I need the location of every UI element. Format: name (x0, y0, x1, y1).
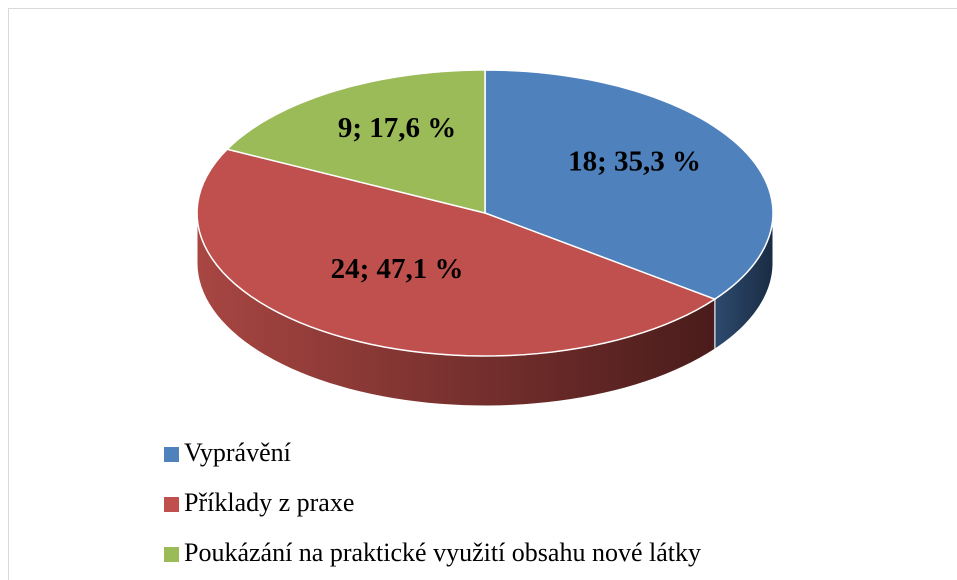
slice (225, 69, 486, 214)
chart-border (8, 8, 957, 580)
legend: Vyprávění Příklady z praxe Poukázání na pr… (164, 438, 701, 567)
slice (196, 148, 717, 357)
legend-label: Příklady z praxe (184, 488, 354, 517)
legend-label: Vyprávění (184, 438, 291, 467)
slice (484, 69, 774, 301)
data-label: 18; 35,3 % (568, 146, 701, 178)
pie: 18; 35,3 % 24; 47,1 % 9; 17,6 % (196, 69, 774, 407)
legend-swatch (164, 497, 179, 512)
legend-label: Poukázání na praktické využití obsahu no… (184, 538, 701, 567)
data-label: 24; 47,1 % (331, 253, 464, 285)
legend-swatch (164, 547, 179, 562)
legend-swatch (164, 447, 179, 462)
data-label: 9; 17,6 % (338, 112, 456, 144)
